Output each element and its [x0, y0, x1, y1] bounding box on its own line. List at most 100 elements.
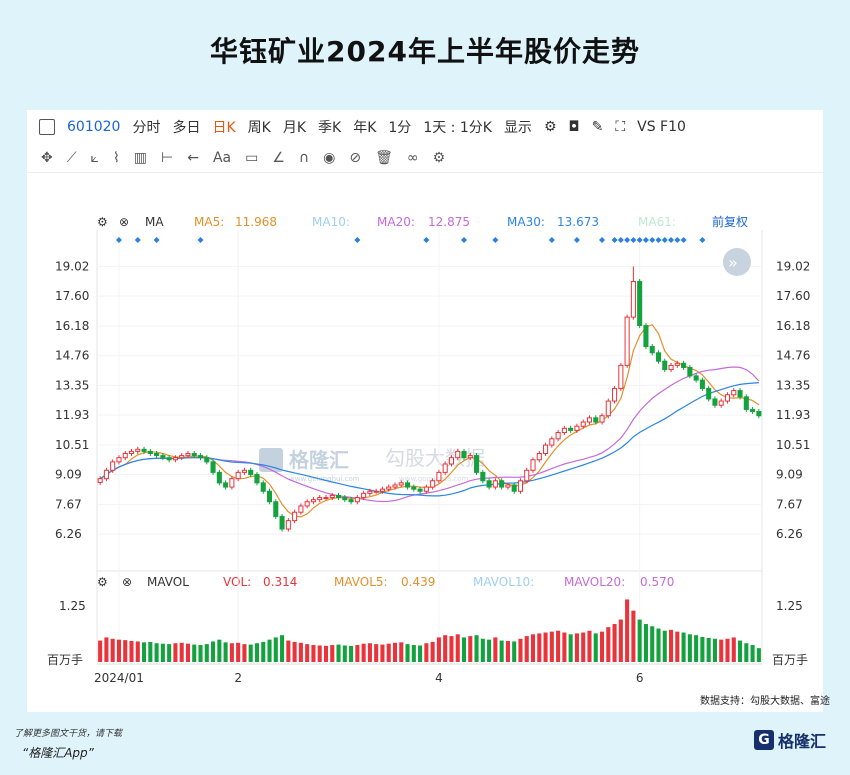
volume-bar — [342, 645, 347, 662]
candle — [618, 364, 624, 389]
minute-select[interactable]: 1分 — [388, 120, 412, 136]
compare-f10[interactable]: VS F10 — [637, 119, 686, 135]
settings-icon[interactable]: ⚙ — [543, 119, 557, 135]
candlestick-chart[interactable]: ⚙ ⊗ MA MA5: 11.968 MA10: MA20: 12.875 MA… — [27, 110, 823, 712]
event-marker — [624, 237, 631, 243]
y-tick-label-left: 10.51 — [55, 438, 89, 452]
ma10-label: MA10: — [312, 215, 350, 229]
volume-bar — [292, 641, 297, 662]
layout-icon[interactable] — [39, 119, 55, 135]
eye-icon[interactable]: ◉ — [323, 150, 336, 166]
candle — [110, 461, 116, 471]
tab-weekly-k[interactable]: 周K — [247, 120, 271, 136]
volume-bars — [98, 599, 761, 662]
volume-bar — [731, 637, 736, 662]
wave-tool-icon[interactable]: ⌇ — [112, 150, 120, 166]
candle — [655, 352, 662, 362]
tab-multiday[interactable]: 多日 — [172, 120, 201, 136]
candle — [517, 480, 524, 492]
event-marker — [153, 237, 160, 243]
candle — [586, 417, 593, 423]
text-tool-icon[interactable]: Aa — [212, 150, 232, 166]
arrow-tool-icon[interactable]: ← — [187, 150, 199, 166]
candle — [292, 511, 298, 522]
camera-icon[interactable]: ◘ — [568, 119, 580, 135]
candle — [266, 490, 273, 503]
ma-label: MA — [145, 215, 164, 229]
volume-bar — [474, 635, 479, 662]
brush-icon[interactable]: ∠ — [272, 150, 285, 166]
mavol20-value: 0.570 — [640, 575, 674, 589]
gear-icon[interactable]: ⚙ — [432, 150, 446, 166]
x-tick-label: 6 — [636, 671, 644, 685]
adjust-label: 前复权 — [712, 214, 748, 229]
candle — [499, 480, 505, 488]
ma61-label: MA61: — [638, 215, 676, 229]
y-tick-label-right: 10.51 — [776, 438, 810, 452]
volume-bar — [449, 636, 454, 662]
event-marker — [699, 237, 706, 243]
hide-icon[interactable]: ⊘ — [349, 150, 362, 166]
candle — [392, 484, 398, 488]
candle — [687, 366, 693, 377]
promo-app: “格隆汇App” — [22, 746, 94, 760]
event-marker — [649, 237, 656, 243]
event-marker — [115, 237, 122, 243]
volume-bar — [204, 644, 209, 662]
expand-button[interactable] — [723, 248, 751, 276]
volume-bar — [712, 638, 717, 662]
tab-yearly-k[interactable]: 年K — [353, 120, 377, 136]
volume-bar — [223, 642, 228, 662]
x-tick-label: 2 — [234, 671, 242, 685]
volume-bar — [487, 639, 492, 662]
display-menu[interactable]: 显示 — [503, 120, 532, 136]
watermark-logo — [259, 448, 283, 472]
candle — [210, 461, 216, 473]
fib-tool-icon[interactable]: ▥ — [133, 150, 148, 166]
volume-bar — [355, 645, 360, 662]
channel-tool-icon[interactable]: ⟀ — [90, 150, 99, 166]
candle — [530, 459, 536, 471]
candle — [367, 490, 373, 494]
candle — [593, 417, 599, 423]
volume-bar — [116, 639, 121, 662]
link-icon[interactable]: ∞ — [406, 150, 419, 166]
volume-bar — [198, 645, 203, 662]
line-tool-icon[interactable]: ⟋ — [66, 150, 77, 166]
candle — [580, 421, 586, 427]
tab-quarterly-k[interactable]: 季K — [318, 120, 342, 136]
volume-bar — [744, 643, 749, 662]
volume-bar — [562, 632, 567, 662]
candle — [317, 497, 323, 501]
candle — [436, 471, 442, 482]
volume-bar — [625, 599, 630, 662]
pencil-icon[interactable]: ✎ — [591, 119, 604, 135]
candle — [486, 480, 492, 488]
volume-bar — [392, 642, 398, 662]
volume-bar — [361, 643, 366, 662]
measure-tool-icon[interactable]: ⊢ — [161, 150, 174, 166]
range-select[interactable]: 1天 : 1分K — [423, 120, 492, 136]
tab-monthly-k[interactable]: 月K — [282, 120, 307, 136]
tab-intraday[interactable]: 分时 — [132, 120, 161, 136]
volume-bar — [662, 630, 667, 662]
crosshair-icon[interactable]: ✥ — [41, 150, 53, 166]
trash-icon[interactable]: 🗑 — [375, 150, 393, 166]
fullscreen-icon[interactable]: ⛶ — [615, 119, 626, 135]
volume-indicator-legend: ⚙ ⊗ MAVOL VOL: 0.314 MAVOL5: 0.439 MAVOL… — [97, 575, 674, 589]
volume-bar — [179, 642, 184, 662]
magnet-icon[interactable]: ∩ — [298, 150, 310, 166]
tab-daily-k[interactable]: 日K — [212, 120, 236, 136]
volume-bar — [512, 641, 517, 662]
x-tick-label: 4 — [435, 671, 443, 685]
close-icon: ⊗ — [122, 575, 132, 589]
candle — [467, 455, 473, 459]
volume-bar — [267, 639, 272, 662]
stock-code[interactable]: 601020 — [67, 119, 121, 135]
event-marker — [423, 237, 430, 243]
volume-bar — [725, 638, 730, 662]
double-chevron-icon[interactable]: » — [728, 253, 738, 272]
candle — [97, 478, 103, 483]
comment-icon[interactable]: ▭ — [245, 150, 259, 166]
mavol20-label: MAVOL20: — [564, 575, 625, 589]
